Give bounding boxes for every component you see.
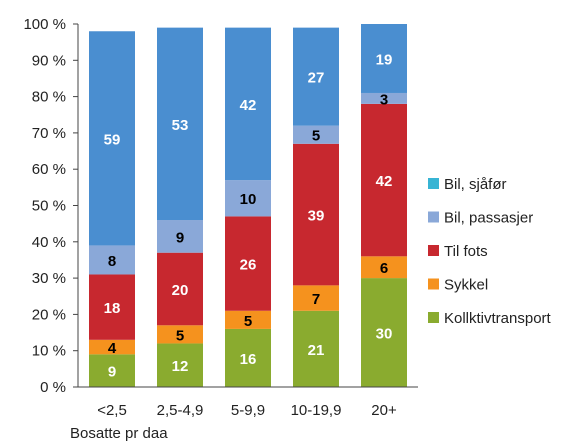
x-axis: <2,5 2,5-4,9 5-9,9 10-19,9 20+ <box>78 386 418 419</box>
data-label: 42 <box>376 173 393 190</box>
legend: Bil, sjåfør Bil, passasjer Til fots Sykkel K… <box>428 176 552 327</box>
y-tick-label: 80 % <box>32 89 66 106</box>
bar-segment <box>89 339 135 355</box>
legend-label: Bil, sjåfør <box>444 176 507 193</box>
x-axis-title: Bosatte pr daa <box>70 425 168 442</box>
y-tick-label: 60 % <box>32 161 66 178</box>
data-label: 59 <box>104 131 121 148</box>
bar-segment <box>293 27 339 126</box>
bar-segment <box>157 252 203 326</box>
x-tick-label: 5-9,9 <box>231 402 265 419</box>
data-label: 5 <box>244 313 252 330</box>
bar-segment <box>293 310 339 387</box>
bar-segment <box>361 278 407 387</box>
data-label: 6 <box>380 260 388 277</box>
bar-segment <box>89 274 135 340</box>
y-axis: 0 % 10 % 20 % 30 % 40 % 50 % 60 % 70 % 80 % 90 % 1… <box>23 16 79 396</box>
data-label: 27 <box>308 70 325 87</box>
bar-segment <box>293 143 339 286</box>
legend-swatch <box>428 178 439 189</box>
data-label: 10 <box>240 191 257 208</box>
legend-swatch <box>428 245 439 256</box>
data-label: 30 <box>376 326 393 343</box>
legend-swatch <box>428 278 439 290</box>
y-tick-label: 20 % <box>32 306 66 323</box>
bar-segment <box>361 256 407 279</box>
x-tick-label: 10-19,9 <box>291 402 342 419</box>
data-label: 5 <box>176 327 184 344</box>
y-tick-label: 10 % <box>32 343 66 360</box>
data-label: 8 <box>108 253 116 270</box>
bar-segment <box>225 216 271 311</box>
bar-segment <box>157 325 203 344</box>
y-tick-label: 30 % <box>32 270 66 287</box>
x-tick-label: 2,5-4,9 <box>157 402 204 419</box>
bar-segment <box>361 92 407 104</box>
y-tick-label: 40 % <box>32 234 66 251</box>
bar-segment <box>361 24 407 93</box>
legend-label: Bil, passasjer <box>444 210 533 227</box>
data-label: 39 <box>308 208 325 225</box>
bar-segment <box>293 285 339 311</box>
data-label: 4 <box>108 340 117 357</box>
bar-segment <box>157 343 203 387</box>
data-label: 19 <box>376 51 393 68</box>
bar-segment <box>89 245 135 275</box>
data-label: 16 <box>240 351 257 368</box>
data-label: 20 <box>172 282 189 299</box>
y-tick-label: 0 % <box>40 379 66 396</box>
data-label: 9 <box>108 364 116 381</box>
bar-segment <box>225 328 271 387</box>
legend-swatch <box>428 312 439 323</box>
bar-segment <box>293 125 339 144</box>
legend-label: Kollktivtransport <box>444 310 552 327</box>
bar-segment <box>361 103 407 257</box>
bar-segment <box>225 27 271 181</box>
data-label: 42 <box>240 97 257 114</box>
bar-segment <box>157 27 203 221</box>
data-label: 5 <box>312 128 320 145</box>
x-tick-label: <2,5 <box>97 402 127 419</box>
data-label: 21 <box>308 342 325 359</box>
y-tick-label: 100 % <box>23 16 66 33</box>
bars: 9 4 18 8 59 12 5 20 9 53 16 5 26 10 42 21 7 39 5 27 30 6 42 3 19 <box>89 24 407 387</box>
data-label: 53 <box>172 117 189 134</box>
data-label: 18 <box>104 300 121 317</box>
bar-segment <box>225 180 271 217</box>
legend-label: Sykkel <box>444 277 488 294</box>
legend-swatch <box>428 211 439 223</box>
bar-segment <box>157 220 203 253</box>
data-label: 3 <box>380 91 388 108</box>
data-label: 26 <box>240 257 257 274</box>
data-label: 9 <box>176 229 184 246</box>
bar-segment <box>225 310 271 329</box>
y-tick-label: 50 % <box>32 198 66 215</box>
x-tick-label: 20+ <box>371 402 397 419</box>
bar-segment <box>89 31 135 246</box>
y-tick-label: 70 % <box>32 125 66 142</box>
y-tick-label: 90 % <box>32 52 66 69</box>
legend-label: Til fots <box>444 243 488 260</box>
bar-segment <box>89 354 135 387</box>
data-label: 12 <box>172 358 189 375</box>
data-label: 7 <box>312 291 320 308</box>
